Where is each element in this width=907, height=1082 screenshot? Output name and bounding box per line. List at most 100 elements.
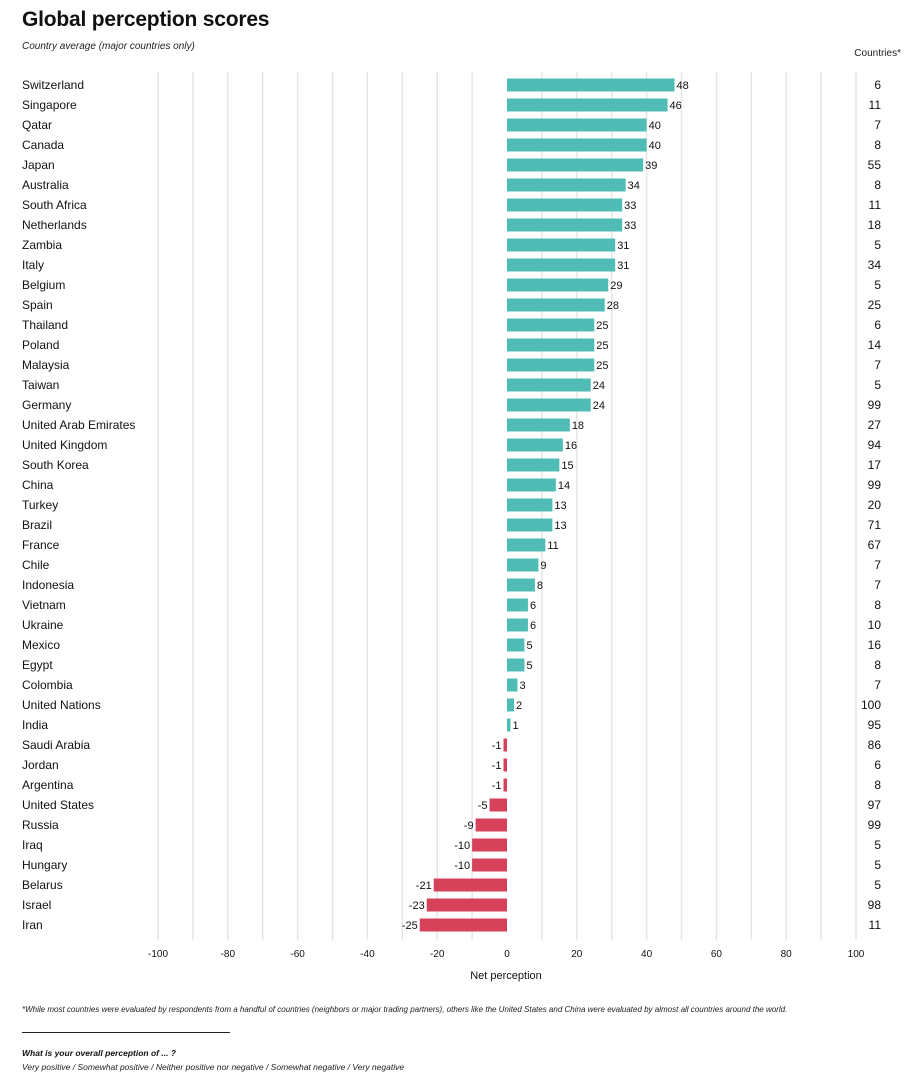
category-label: Egypt — [22, 658, 53, 672]
value-label: 18 — [572, 420, 584, 432]
x-tick-label: 0 — [504, 949, 510, 960]
category-label: Belgium — [22, 278, 65, 292]
answer-options: Very positive / Somewhat positive / Neit… — [22, 1062, 405, 1072]
category-label: Turkey — [22, 498, 58, 512]
category-label: Italy — [22, 258, 44, 272]
country-count: 86 — [868, 738, 882, 752]
bar-qatar — [507, 118, 647, 132]
country-count: 94 — [868, 438, 882, 452]
x-tick-label: 100 — [848, 949, 865, 960]
bar-chart: Switzerland Singapore Qatar Canada Japan Aust… — [22, 72, 881, 982]
value-label: -9 — [464, 820, 474, 832]
bar-taiwan — [507, 378, 591, 392]
bar-france — [507, 538, 546, 552]
category-label: Saudi Arabia — [22, 738, 90, 752]
bar-thailand — [507, 318, 595, 332]
category-label: South Korea — [22, 458, 89, 472]
value-label: 8 — [537, 580, 543, 592]
country-count: 11 — [869, 98, 882, 112]
value-label: -1 — [492, 760, 502, 772]
x-axis-ticks: -100 -80 -60 -40 -20 0 20 40 60 80 100 — [148, 949, 865, 960]
category-label: Iraq — [22, 838, 43, 852]
category-label: Qatar — [22, 118, 52, 132]
category-label: Japan — [22, 158, 55, 172]
value-label: -1 — [492, 780, 502, 792]
country-count: 27 — [868, 418, 882, 432]
category-label: Malaysia — [22, 358, 70, 372]
country-count: 5 — [874, 238, 881, 252]
country-count: 6 — [874, 758, 881, 772]
category-label: Israel — [22, 898, 51, 912]
country-count: 7 — [874, 118, 881, 132]
value-label: 40 — [649, 140, 661, 152]
x-tick-label: -100 — [148, 949, 168, 960]
value-label: 25 — [596, 320, 608, 332]
category-label: South Africa — [22, 198, 87, 212]
value-label: 24 — [593, 380, 605, 392]
category-label: Netherlands — [22, 218, 87, 232]
value-label: 16 — [565, 440, 577, 452]
x-tick-label: 80 — [781, 949, 793, 960]
value-label: -25 — [402, 920, 418, 932]
bar-malaysia — [507, 358, 595, 372]
x-tick-label: -80 — [221, 949, 236, 960]
bar-jordan — [503, 758, 507, 772]
bar-china — [507, 478, 556, 492]
value-label: -21 — [416, 880, 432, 892]
value-label: 34 — [628, 180, 640, 192]
category-label: Indonesia — [22, 578, 74, 592]
bar-israel — [426, 898, 507, 912]
bar-turkey — [507, 498, 553, 512]
category-label: Germany — [22, 398, 71, 412]
bar-poland — [507, 338, 595, 352]
value-label: 31 — [617, 260, 629, 272]
value-label: 15 — [561, 460, 573, 472]
value-label: 2 — [516, 700, 522, 712]
bar-canada — [507, 138, 647, 152]
bar-iraq — [472, 838, 507, 852]
category-label: Belarus — [22, 878, 63, 892]
category-label: United Nations — [22, 698, 101, 712]
category-label: Zambia — [22, 238, 62, 252]
country-count: 8 — [874, 658, 881, 672]
category-label: Singapore — [22, 98, 77, 112]
bar-hungary — [472, 858, 507, 872]
value-label: 40 — [649, 120, 661, 132]
category-label: Jordan — [22, 758, 59, 772]
value-label: 6 — [530, 600, 536, 612]
x-axis-label: Net perception — [470, 970, 542, 982]
country-count: 17 — [868, 458, 882, 472]
bar-indonesia — [507, 578, 535, 592]
value-label: 46 — [670, 100, 682, 112]
value-label: -23 — [409, 900, 425, 912]
bar-south-korea — [507, 458, 560, 472]
country-count: 11 — [869, 918, 882, 932]
bar-united-arab-emirates — [507, 418, 570, 432]
value-label: 31 — [617, 240, 629, 252]
divider — [22, 1032, 230, 1033]
value-label: 11 — [547, 540, 558, 552]
country-count: 16 — [868, 638, 882, 652]
country-count: 7 — [874, 558, 881, 572]
value-label: 6 — [530, 620, 536, 632]
country-count: 98 — [868, 898, 882, 912]
category-label: Brazil — [22, 518, 52, 532]
country-count: 95 — [868, 718, 882, 732]
category-label: Switzerland — [22, 78, 84, 92]
country-count: 20 — [868, 498, 882, 512]
country-count: 10 — [868, 618, 882, 632]
country-count: 100 — [861, 698, 881, 712]
x-tick-label: 20 — [571, 949, 583, 960]
country-count: 7 — [874, 578, 881, 592]
category-label: Colombia — [22, 678, 73, 692]
country-count: 97 — [868, 798, 882, 812]
x-tick-label: -60 — [290, 949, 305, 960]
category-label: United Arab Emirates — [22, 418, 135, 432]
country-counts: 6117855811185345256147599279417992071677… — [861, 78, 881, 932]
country-count: 11 — [869, 198, 882, 212]
bar-united-nations — [507, 698, 514, 712]
value-label: 33 — [624, 200, 636, 212]
bar-spain — [507, 298, 605, 312]
country-count: 99 — [868, 398, 882, 412]
country-count: 7 — [874, 678, 881, 692]
